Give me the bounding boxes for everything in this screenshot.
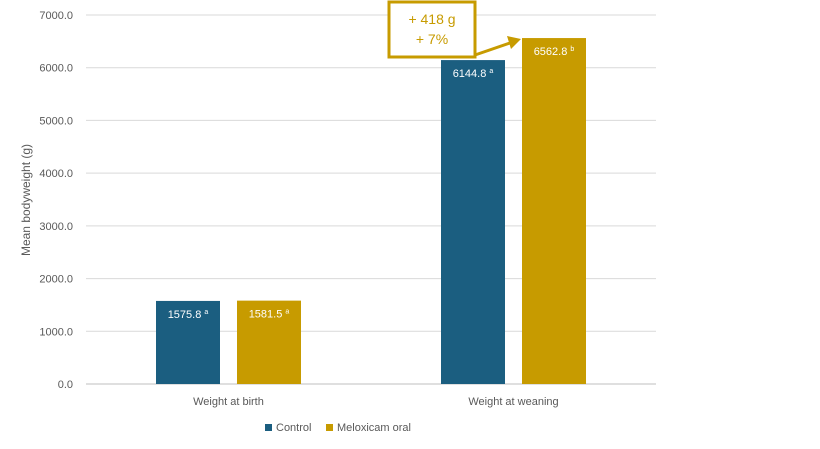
y-tick-label: 7000.0	[39, 10, 73, 22]
bar	[522, 38, 586, 384]
bar	[156, 300, 220, 384]
x-tick-label: Weight at birth	[193, 396, 264, 408]
y-axis-label: Mean bodyweight (g)	[19, 144, 33, 256]
annotation: + 418 g + 7%	[387, 0, 521, 59]
data-label: 1575.8 a	[168, 309, 209, 321]
data-label: 6144.8 a	[453, 68, 494, 80]
y-tick-label: 5000.0	[39, 115, 73, 127]
x-tick-label: Weight at weaning	[468, 396, 558, 408]
y-tick-label: 2000.0	[39, 274, 73, 286]
annotation-arrow-line	[474, 41, 511, 57]
y-tick-label: 1000.0	[39, 326, 73, 338]
legend-swatch	[326, 424, 333, 431]
y-tick-labels: 0.0 1000.0 2000.0 3000.0 4000.0 5000.0 6000.0 7…	[39, 10, 73, 391]
legend-label: Meloxicam oral	[337, 422, 411, 434]
y-tick-label: 6000.0	[39, 63, 73, 75]
annotation-text: + 418 g	[408, 11, 455, 27]
bar	[441, 60, 505, 384]
y-tick-label: 4000.0	[39, 168, 73, 180]
annotation-arrowhead	[507, 36, 521, 49]
data-label: 1581.5 a	[249, 309, 290, 321]
x-tick-labels: Weight at birth Weight at weaning	[193, 396, 559, 408]
legend-swatch	[265, 424, 272, 431]
bar	[237, 300, 301, 384]
data-label: 6562.8 b	[534, 46, 575, 58]
annotation-text: + 7%	[416, 31, 448, 47]
legend: Control Meloxicam oral	[265, 422, 411, 434]
legend-label: Control	[276, 422, 311, 434]
y-tick-label: 3000.0	[39, 221, 73, 233]
annotation-box	[387, 0, 477, 59]
bars: 1575.8 a 1581.5 a 6144.8 a 6562.8 b	[156, 38, 586, 384]
y-tick-label: 0.0	[58, 379, 73, 391]
